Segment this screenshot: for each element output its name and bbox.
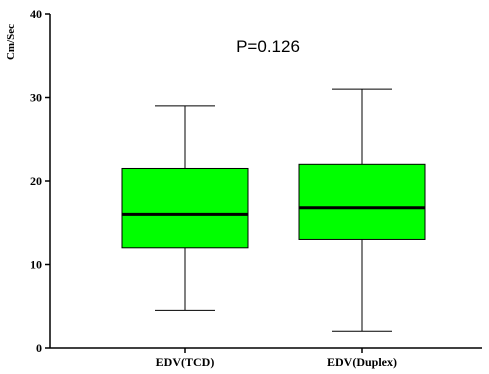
x-tick-label: EDV(Duplex) (327, 355, 397, 369)
p-value-annotation: P=0.126 (236, 37, 300, 56)
boxes: EDV(TCD) EDV(Duplex) (121, 88, 426, 369)
y-tick-label: 10 (30, 258, 42, 272)
y-tick-label: 40 (30, 7, 42, 21)
iqr-box (121, 167, 249, 249)
y-tick-label: 30 (30, 91, 42, 105)
box-1: EDV(TCD) (121, 105, 249, 369)
y-axis-label: Cm/Sec (5, 24, 17, 60)
axes: 0 10 20 30 40 (30, 7, 482, 355)
x-tick-label: EDV(TCD) (156, 355, 215, 369)
box-2: EDV(Duplex) (298, 88, 426, 369)
iqr-box (298, 163, 426, 240)
y-tick-label: 20 (30, 174, 42, 188)
y-tick-label: 0 (36, 341, 42, 355)
